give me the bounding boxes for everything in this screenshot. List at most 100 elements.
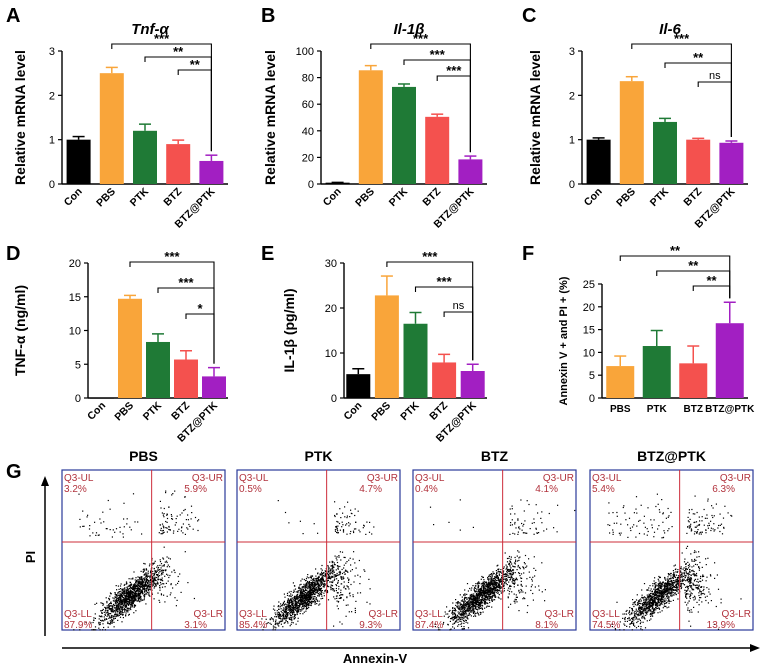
flow-dot (191, 512, 193, 514)
flow-dot (450, 618, 453, 620)
flow-dot (333, 569, 335, 571)
flow-dot (294, 607, 296, 609)
flow-dot (146, 572, 148, 574)
flow-dot (287, 601, 289, 603)
flow-dot (509, 584, 511, 587)
flow-dot (518, 557, 520, 559)
significance-label-c: *** (674, 31, 690, 46)
flow-dot (345, 524, 347, 526)
flow-dot (323, 574, 325, 577)
flow-dot (153, 587, 155, 589)
flow-dot (94, 603, 96, 605)
flow-dot (672, 570, 674, 572)
flow-dot (143, 581, 145, 583)
flow-dot (446, 606, 448, 608)
flow-dot (127, 611, 129, 613)
quadrant-ul-value: 0.4% (415, 484, 438, 495)
flow-dot (155, 579, 157, 582)
flow-dot (489, 599, 491, 602)
flow-dot (163, 583, 165, 585)
flow-dot (122, 596, 124, 598)
flow-dot (337, 568, 339, 570)
flow-dot (296, 610, 298, 613)
bar-e-pbs (374, 295, 399, 398)
flow-dot (464, 611, 467, 613)
flow-dot (138, 593, 140, 595)
flow-dot (294, 599, 296, 601)
flow-dot (307, 574, 309, 576)
flow-dot (333, 564, 336, 566)
flow-dot (121, 603, 123, 605)
flow-dot (340, 576, 342, 578)
flow-dot (163, 569, 165, 571)
flow-dot (130, 590, 132, 592)
flow-dot (354, 514, 356, 517)
flow-dot (295, 608, 297, 610)
flow-dot (136, 595, 138, 597)
flow-dot (293, 591, 295, 593)
flow-dot (332, 573, 334, 575)
flow-dot (484, 585, 486, 587)
flow-dot (505, 578, 507, 580)
significance-label-b: *** (430, 47, 446, 62)
flow-dot (101, 611, 103, 614)
y-tick-label-a: 3 (49, 46, 55, 58)
flow-dot (512, 569, 515, 571)
flow-dot (274, 626, 276, 628)
flow-dot (494, 586, 496, 588)
flow-dot (523, 597, 525, 599)
flow-dot (454, 607, 456, 609)
flow-dot (455, 620, 457, 622)
flow-dot (456, 616, 458, 618)
flow-dot (98, 615, 100, 617)
flow-dot (306, 606, 308, 608)
flow-dot (468, 614, 470, 616)
flow-dot (119, 531, 121, 533)
flow-dot (290, 600, 292, 603)
flow-dot (144, 581, 146, 583)
flow-dot (310, 593, 312, 595)
flow-dot (434, 623, 436, 625)
flow-dot (500, 598, 502, 600)
flow-dot (166, 531, 168, 533)
flow-dot (494, 580, 496, 582)
flow-dot (309, 595, 312, 597)
flow-dot (291, 621, 293, 623)
flow-dot (335, 595, 338, 597)
flow-dot (119, 592, 121, 594)
flow-dot (347, 501, 349, 503)
flow-dot (524, 554, 527, 557)
flow-dot (340, 591, 342, 594)
flow-dot (456, 605, 458, 608)
flow-dot (126, 597, 128, 599)
flow-dot (646, 620, 648, 622)
flow-dot (315, 588, 317, 590)
bar-b-btz (425, 116, 450, 184)
flow-dot (636, 621, 638, 624)
flow-dot (508, 572, 510, 574)
flow-dot (464, 608, 466, 610)
flow-dot (269, 622, 271, 624)
flow-dot (137, 595, 139, 597)
flow-dot (310, 587, 312, 589)
flow-dot (478, 614, 480, 616)
flow-dot (346, 597, 348, 599)
flow-dot (663, 601, 665, 603)
flow-dot (126, 523, 128, 525)
flow-dot (493, 587, 495, 589)
flow-dot (174, 524, 176, 526)
flow-dot (676, 571, 678, 573)
flow-dot (319, 582, 321, 584)
flow-dot (312, 585, 314, 587)
flow-dot (475, 604, 477, 606)
flow-dot (123, 604, 125, 606)
flow-dot (474, 614, 476, 616)
flow-dot (652, 610, 655, 612)
flow-dot (494, 587, 496, 589)
flow-dot (482, 596, 484, 598)
flow-dot (676, 590, 678, 592)
flow-dot (339, 574, 341, 576)
flow-dot (144, 585, 146, 587)
quadrant-ul-value: 0.5% (239, 484, 262, 495)
flow-dot (454, 615, 457, 617)
